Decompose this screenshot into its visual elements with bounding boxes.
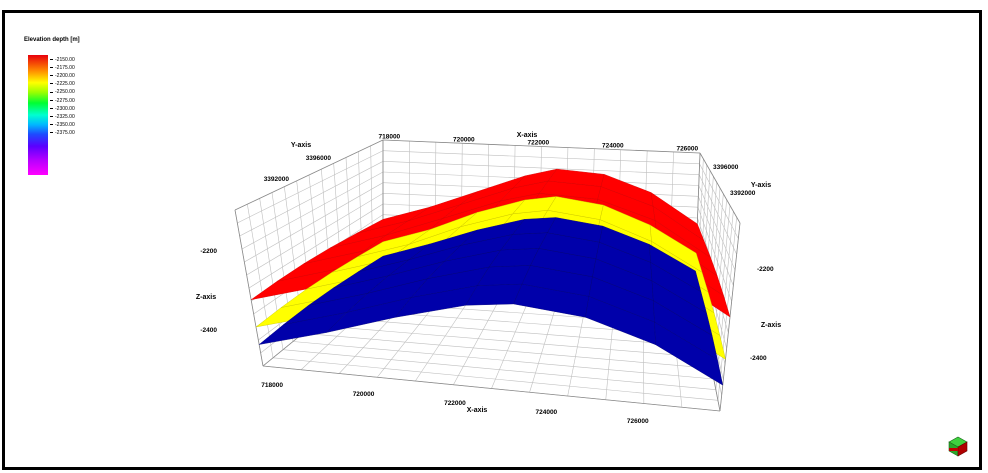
axis-label: -2200 [200, 248, 217, 255]
grid-line [699, 163, 739, 239]
surfaces [250, 168, 731, 386]
axis-labels: 718000 720000 722000 724000 726000 X-axis 7180… [196, 132, 781, 425]
axis-label: 3396000 [306, 155, 332, 162]
navigation-cube-icon[interactable] [945, 433, 971, 459]
surface-patch [650, 192, 705, 241]
surface-plot[interactable]: 718000 720000 722000 724000 726000 X-axis 7180… [5, 13, 979, 467]
axis-label: 720000 [353, 391, 375, 398]
plot-window: Elevation depth [m] -2150.00 -2175.00 -220… [2, 10, 982, 470]
axis-label: Z-axis [761, 322, 781, 329]
axis-label: 724000 [602, 142, 624, 149]
grid-line [262, 365, 721, 412]
surface-patch [649, 244, 702, 293]
colorbar-tick: -2200.00 [50, 73, 75, 79]
colorbar-tick: -2275.00 [50, 98, 75, 104]
axis-label: 720000 [453, 136, 475, 143]
axis-label: 722000 [444, 400, 466, 407]
grid-line [234, 139, 384, 211]
axis-label: 3396000 [713, 164, 739, 171]
colorbar-tick: -2250.00 [50, 89, 75, 95]
axis-label: 3392000 [264, 176, 290, 183]
axis-label: Z-axis [196, 294, 216, 301]
colorbar-tick: -2225.00 [50, 81, 75, 87]
axis-label: Y-axis [291, 142, 311, 149]
surface-patch [649, 224, 703, 273]
grid-line [237, 150, 384, 224]
grid-line [382, 161, 700, 175]
colorbar-tick: -2300.00 [50, 106, 75, 112]
axis-label: 3392000 [730, 190, 756, 197]
colorbar [28, 55, 48, 175]
colorbar-tick: -2375.00 [50, 130, 75, 136]
axis-label: X-axis [467, 407, 488, 414]
axis-label: -2200 [757, 266, 774, 273]
axis-label: 718000 [261, 382, 283, 389]
colorbar-tick: -2325.00 [50, 114, 75, 120]
grid-line [382, 150, 700, 165]
surface-2 [258, 217, 724, 386]
axis-label: 722000 [527, 139, 549, 146]
grid-line [699, 152, 741, 224]
colorbar-tick: -2150.00 [50, 57, 75, 63]
axis-label: -2400 [750, 355, 767, 362]
axis-label: 718000 [378, 133, 400, 140]
grid-line [698, 174, 737, 255]
axis-label: 726000 [676, 145, 698, 152]
axis-label: 724000 [535, 409, 557, 416]
grid-line [234, 209, 264, 367]
grid-line [382, 139, 701, 154]
grid-line [239, 161, 384, 237]
axis-label: 726000 [627, 418, 649, 425]
colorbar-tick: -2350.00 [50, 122, 75, 128]
axis-label: X-axis [517, 132, 538, 139]
axis-label: -2400 [200, 327, 217, 334]
axis-label: Y-axis [751, 182, 771, 189]
colorbar-tick: -2175.00 [50, 65, 75, 71]
legend-title: Elevation depth [m] [24, 37, 80, 43]
